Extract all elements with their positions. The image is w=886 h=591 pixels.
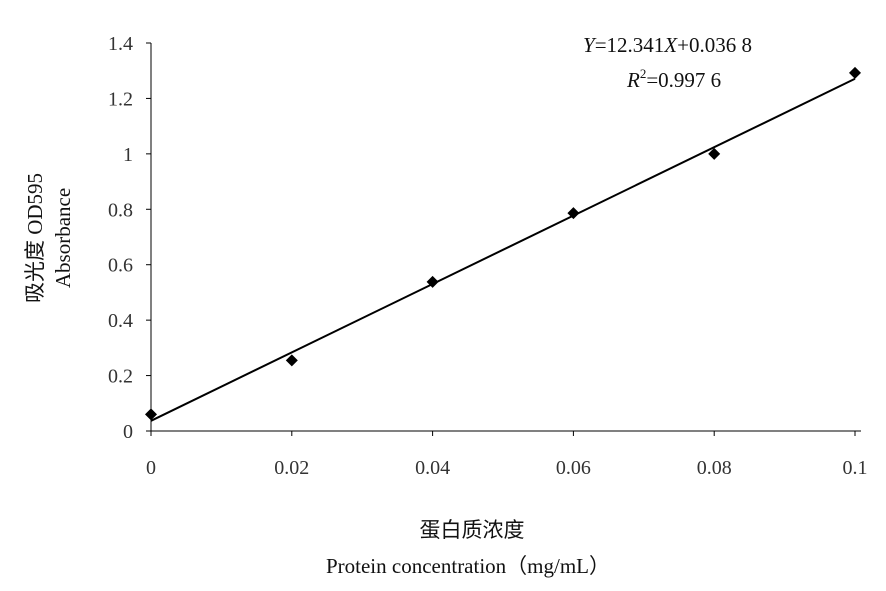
x-tick-label: 0.08 (697, 457, 732, 479)
y-tick-label: 0.8 (108, 199, 133, 221)
regression-equation: Y=12.341X+0.036 8 (583, 33, 752, 57)
x-tick-label: 0.04 (415, 457, 450, 479)
y-axis-label-cn: 吸光度 OD595 (23, 173, 47, 303)
axes (146, 42, 861, 436)
data-points (145, 66, 861, 421)
tick-labels: 0 0.2 0.4 0.6 0.8 1 1.2 1.4 0 0.02 0.04 0.06 0.08 0.1 (108, 33, 868, 479)
data-point (145, 408, 157, 421)
data-point (708, 147, 721, 160)
data-point (285, 354, 298, 367)
x-tick-label: 0 (146, 457, 156, 479)
data-point (567, 207, 580, 220)
y-tick-label: 0 (123, 421, 133, 443)
data-point (426, 275, 439, 288)
y-tick-label: 1 (123, 144, 133, 166)
x-tick-label: 0.06 (556, 457, 591, 479)
y-tick-label: 1.2 (108, 88, 133, 110)
r-squared: R2=0.997 6 (626, 66, 721, 92)
y-tick-label: 1.4 (108, 33, 133, 55)
x-axis-label-en: Protein concentration（mg/mL） (326, 554, 610, 578)
trend-line (150, 77, 856, 422)
data-point (849, 66, 861, 79)
y-axis-label-en: Absorbance (51, 188, 75, 288)
y-tick-label: 0.2 (108, 366, 133, 388)
y-tick-label: 0.6 (108, 255, 133, 277)
y-tick-label: 0.4 (108, 310, 133, 332)
x-tick-label: 0.1 (843, 457, 868, 479)
x-axis-label-cn: 蛋白质浓度 (420, 518, 525, 542)
x-tick-label: 0.02 (274, 457, 309, 479)
